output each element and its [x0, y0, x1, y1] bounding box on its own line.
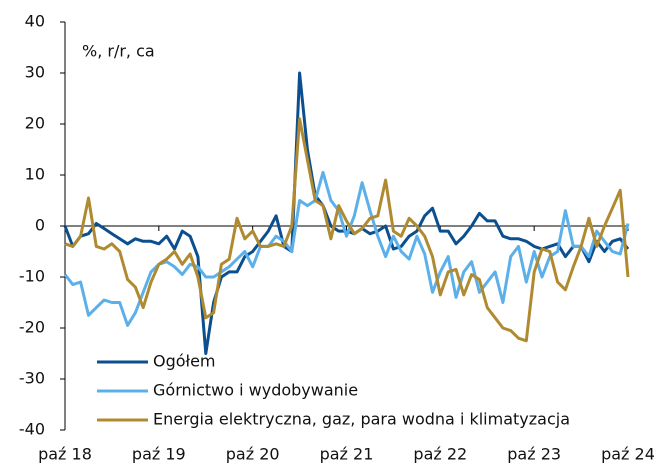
x-tick-label: paź 19	[132, 445, 186, 464]
legend-label: Górnictwo i wydobywanie	[153, 381, 358, 400]
legend-label: Ogółem	[153, 352, 216, 371]
x-tick-label: paź 23	[507, 445, 561, 464]
y-tick-label: 40	[25, 12, 45, 31]
y-tick-label: -40	[19, 420, 45, 439]
x-tick-label: paź 24	[601, 445, 655, 464]
y-tick-label: -10	[19, 267, 45, 286]
series-line	[64, 117, 630, 343]
axis-unit: %, r/r, ca	[82, 42, 155, 61]
x-tick-label: paź 22	[413, 445, 467, 464]
series-line	[63, 71, 630, 355]
legend-label: Energia elektryczna, gaz, para wodna i k…	[153, 410, 570, 429]
y-tick-label: 30	[25, 63, 45, 82]
y-tick-label: -20	[19, 318, 45, 337]
x-tick-label: paź 20	[226, 445, 280, 464]
y-tick-label: 20	[25, 114, 45, 133]
y-tick-label: 10	[25, 165, 45, 184]
x-tick-label: paź 18	[38, 445, 92, 464]
x-tick-label: paź 21	[320, 445, 374, 464]
y-tick-label: -30	[19, 369, 45, 388]
y-tick-label: 0	[35, 216, 45, 235]
